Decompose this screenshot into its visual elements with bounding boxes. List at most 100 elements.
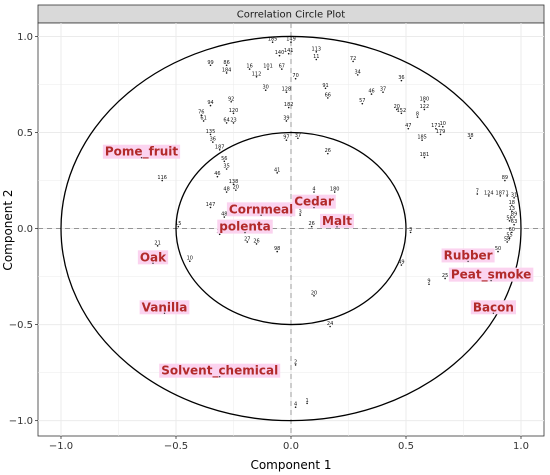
point-marker (218, 233, 221, 236)
point-78: 2 (294, 359, 297, 366)
variable-marker (313, 206, 315, 209)
point-marker (189, 260, 191, 262)
point-95: 50 (495, 246, 501, 253)
point-marker (506, 241, 509, 243)
point-42: 185 (417, 135, 427, 141)
variable-marker (336, 226, 338, 228)
point-marker (310, 225, 313, 228)
variable-label-background (139, 300, 190, 315)
point-marker (313, 191, 315, 193)
point-label: 46 (368, 89, 374, 95)
point-0: 185 (268, 37, 278, 44)
point-marker (225, 191, 228, 193)
point-marker (327, 152, 329, 155)
point-54: 41 (274, 167, 280, 174)
point-45: 37 (295, 133, 301, 140)
point-68: 26 (253, 238, 260, 245)
point-marker (511, 231, 513, 234)
point-label: 89 (511, 212, 517, 218)
variable-label-text: Cedar (294, 195, 334, 209)
point-74: 9 (427, 279, 431, 286)
point-marker (294, 77, 297, 80)
point-label: 64 (223, 117, 229, 123)
point-16: 30 (263, 85, 269, 92)
y-axis-title: Component 2 (1, 189, 15, 270)
variable-label-text: Pome_fruit (105, 145, 178, 160)
point-15: 34 (355, 69, 361, 76)
point-label: 35 (223, 163, 229, 169)
point-label: 187 (215, 144, 225, 150)
point-marker (324, 87, 327, 90)
point-label: 97 (283, 135, 289, 141)
x-tick-label-2: 0.0 (283, 441, 299, 452)
point-label: 18 (509, 200, 515, 206)
point-label: 23 (230, 117, 236, 123)
point-marker (161, 179, 163, 182)
point-label: 116 (157, 175, 167, 181)
point-49: 26 (325, 148, 331, 155)
point-58: 20 (233, 185, 239, 191)
point-label: 34 (355, 69, 361, 75)
point-18: 91 (322, 83, 329, 90)
point-marker (421, 139, 423, 141)
point-marker (285, 139, 288, 141)
point-marker (276, 172, 279, 174)
point-label: 36 (398, 75, 404, 81)
point-label: 92 (228, 96, 234, 102)
point-label: 180 (420, 96, 430, 102)
point-marker (271, 41, 274, 44)
point-marker (327, 97, 329, 99)
point-marker (416, 116, 419, 118)
point-marker (230, 100, 232, 103)
point-86: 31 (511, 192, 517, 199)
point-63: 3 (299, 210, 302, 216)
point-marker (225, 72, 228, 74)
variable-marker (490, 279, 492, 282)
point-75: 25 (442, 273, 448, 280)
point-50: 181 (420, 152, 429, 159)
point-marker (232, 112, 235, 115)
point-91: 63 (511, 219, 517, 226)
point-label: 57 (359, 98, 365, 104)
point-marker (202, 120, 205, 122)
point-label: 58 (504, 236, 510, 242)
point-marker (442, 125, 444, 128)
point-label: 138 (229, 179, 239, 185)
point-marker (299, 214, 302, 216)
x-tick-label-4: 1.0 (513, 441, 529, 452)
point-marker (396, 108, 398, 111)
point-marker (297, 137, 299, 140)
variable-marker (219, 375, 221, 378)
point-label: 67 (279, 64, 285, 70)
point-36: 182 (284, 102, 293, 109)
point-94: 58 (504, 236, 510, 243)
point-4: 113 (312, 46, 321, 53)
point-label: 63 (511, 219, 517, 225)
point-label: 185 (268, 37, 278, 43)
point-label: 66 (325, 92, 331, 98)
variable-label-text: Peat_smoke (451, 268, 531, 283)
variable-marker (492, 312, 495, 314)
point-label: 47 (405, 123, 411, 129)
point-marker (513, 223, 515, 226)
point-84: 187 (496, 190, 505, 197)
variable-cedar: Cedar (292, 194, 336, 209)
point-label: 48 (223, 187, 229, 193)
point-label: 55 (506, 233, 512, 239)
point-label: 2 (294, 359, 297, 365)
variable-label-text: polenta (219, 220, 270, 234)
point-label: 99 (207, 60, 213, 66)
point-label: 101 (263, 64, 273, 70)
variable-label-background (226, 202, 296, 217)
point-marker (267, 68, 269, 70)
point-marker (287, 52, 290, 55)
point-label: 128 (282, 87, 292, 93)
point-marker (499, 195, 502, 197)
point-88: 13 (509, 206, 515, 213)
point-marker (255, 75, 258, 78)
point-20: 46 (368, 89, 375, 95)
point-marker (235, 189, 237, 191)
point-13: 70 (292, 73, 299, 80)
point-67: 27 (244, 236, 250, 243)
point-6: 99 (207, 60, 214, 67)
